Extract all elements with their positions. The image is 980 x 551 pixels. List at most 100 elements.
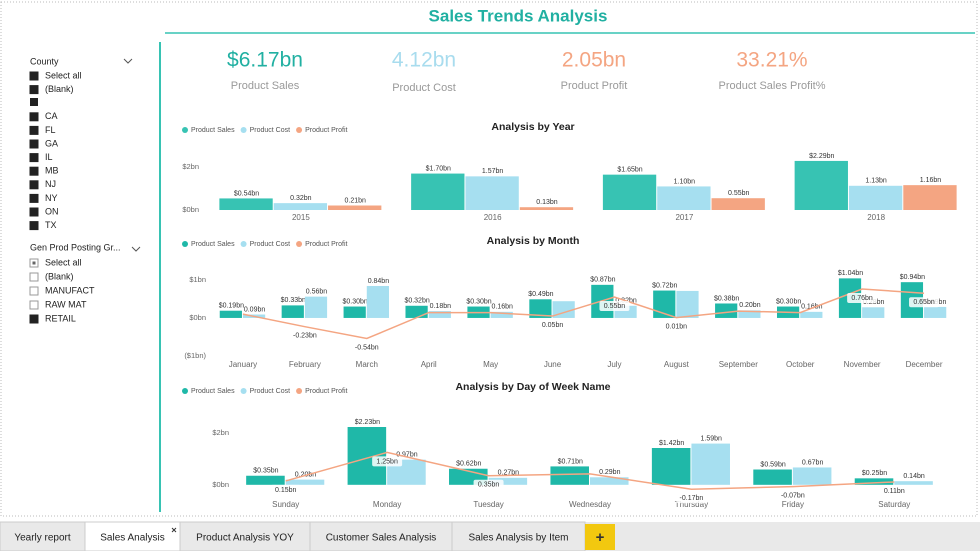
x-tick-label: October: [786, 360, 815, 369]
legend-marker: [182, 388, 188, 394]
label-box: [777, 490, 808, 501]
checkbox[interactable]: [29, 180, 39, 190]
checkbox[interactable]: [29, 193, 39, 203]
checkbox[interactable]: [29, 166, 39, 176]
x-tick-label: January: [229, 360, 257, 369]
legend-label: Product Profit: [305, 388, 347, 395]
slicer-item[interactable]: Select all: [45, 257, 82, 267]
checkbox[interactable]: [29, 221, 39, 231]
bar: [246, 475, 285, 485]
checkbox[interactable]: [29, 112, 39, 122]
slicer-item[interactable]: IL: [45, 152, 53, 162]
checkbox[interactable]: [29, 71, 39, 81]
checkbox[interactable]: [29, 207, 39, 217]
slicer-item[interactable]: Select all: [45, 70, 82, 80]
slicer-item[interactable]: CA: [45, 111, 58, 121]
frame: [0, 1, 978, 517]
data-label: 0.76bn: [851, 295, 873, 302]
data-label: 0.05bn: [542, 322, 564, 329]
chevron[interactable]: [123, 58, 133, 64]
tab[interactable]: [179, 521, 311, 551]
tab[interactable]: [451, 521, 586, 551]
tab-label[interactable]: Customer Sales Analysis: [326, 533, 437, 544]
tab-label[interactable]: Yearly report: [14, 533, 71, 544]
bar: [366, 285, 390, 318]
checkbox[interactable]: [29, 300, 39, 310]
label-box: [473, 479, 504, 490]
slicer-item[interactable]: TX: [45, 220, 57, 230]
slicer-item[interactable]: RAW MAT: [45, 299, 87, 309]
x-tick-label: Thursday: [675, 500, 708, 509]
slicer-item[interactable]: MANUFACT: [45, 285, 95, 295]
data-label: 0.84bn: [368, 278, 390, 285]
tab-label[interactable]: Product Analysis YOY: [196, 533, 294, 544]
data-label: $0.49bn: [528, 291, 553, 298]
bar: [529, 299, 552, 318]
data-label: $0.71bn: [558, 458, 583, 465]
data-label: $0.72bn: [652, 282, 677, 289]
checkbox[interactable]: [29, 85, 39, 95]
data-label: 0.16bn: [801, 304, 823, 311]
checkbox[interactable]: [29, 272, 39, 282]
data-label: $0.35bn: [253, 468, 278, 475]
label-box: [289, 330, 320, 341]
checkbox[interactable]: [29, 153, 39, 163]
bar: [328, 205, 382, 210]
slicer-item[interactable]: FL: [45, 125, 56, 135]
data-label: 1.10bn: [674, 178, 696, 185]
x-tick-label: November: [844, 360, 881, 369]
slicer-item[interactable]: (Blank): [45, 84, 74, 94]
slicer-item[interactable]: GA: [45, 138, 58, 148]
kpi-value: $6.17bn: [227, 49, 303, 72]
x-tick-label: August: [664, 360, 690, 369]
checkbox[interactable]: [29, 139, 39, 149]
add-tab[interactable]: [585, 524, 615, 550]
tab[interactable]: [309, 521, 453, 551]
tab-close[interactable]: [171, 527, 177, 533]
bar: [848, 185, 903, 210]
checkbox[interactable]: [29, 125, 39, 135]
x-tick-label: September: [719, 360, 758, 369]
data-label: 0.97bn: [396, 452, 418, 459]
slicer-item[interactable]: (Blank): [45, 271, 74, 281]
checkbox[interactable]: [29, 286, 39, 296]
data-label: 1.16bn: [920, 177, 942, 184]
tab[interactable]: [0, 521, 86, 551]
bar: [465, 176, 519, 210]
checkbox[interactable]: [29, 314, 39, 324]
x-tick-label: February: [289, 360, 321, 369]
bar: [676, 290, 699, 318]
data-label: $0.59bn: [760, 461, 785, 468]
tab-label[interactable]: Sales Analysis: [100, 533, 164, 544]
data-label: $1.70bn: [426, 165, 451, 172]
tab[interactable]: [84, 521, 181, 551]
legend-label: Product Cost: [250, 388, 291, 395]
add-tab-label[interactable]: +: [596, 529, 605, 546]
slicer-item[interactable]: RETAIL: [45, 313, 76, 323]
label-box: [599, 301, 630, 312]
checkbox[interactable]: [30, 98, 38, 106]
line: [285, 451, 895, 490]
data-label: 0.15bn: [275, 487, 297, 494]
data-label: 0.35bn: [478, 482, 500, 489]
chevron[interactable]: [131, 246, 141, 252]
bar: [488, 477, 528, 485]
tab-label[interactable]: Sales Analysis by Item: [468, 533, 568, 544]
slicer-item[interactable]: NJ: [45, 179, 56, 189]
legend-label: Product Cost: [250, 127, 291, 134]
x-tick-label: Wednesday: [569, 500, 611, 509]
data-label: 0.67bn: [802, 459, 824, 466]
slicer-item[interactable]: MB: [45, 166, 59, 176]
slicer-item[interactable]: NY: [45, 193, 58, 203]
chart-title: Analysis by Month: [487, 235, 580, 247]
slicer-item[interactable]: ON: [45, 206, 59, 216]
x-tick-label: 2016: [484, 213, 502, 222]
label-box: [372, 456, 403, 467]
legend-marker: [296, 241, 303, 247]
data-label: -0.54bn: [355, 344, 379, 351]
data-label: $0.30bn: [343, 298, 368, 305]
data-label: 0.20bn: [739, 302, 761, 309]
x-tick-label: Saturday: [878, 500, 910, 509]
